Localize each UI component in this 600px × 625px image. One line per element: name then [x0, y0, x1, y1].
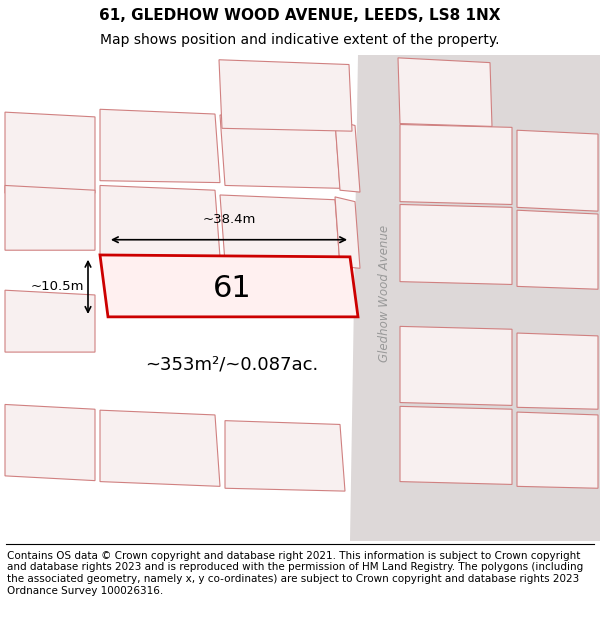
Polygon shape — [225, 421, 345, 491]
Polygon shape — [5, 112, 95, 193]
Polygon shape — [5, 290, 95, 352]
Polygon shape — [400, 406, 512, 484]
Text: Contains OS data © Crown copyright and database right 2021. This information is : Contains OS data © Crown copyright and d… — [7, 551, 583, 596]
Polygon shape — [335, 197, 360, 268]
Polygon shape — [517, 130, 598, 211]
Polygon shape — [5, 186, 95, 250]
Polygon shape — [219, 60, 352, 131]
Polygon shape — [398, 58, 492, 126]
Polygon shape — [400, 124, 512, 204]
Polygon shape — [100, 255, 358, 317]
Polygon shape — [517, 210, 598, 289]
Text: ~353m²/~0.087ac.: ~353m²/~0.087ac. — [145, 356, 319, 374]
Polygon shape — [100, 186, 220, 257]
Text: Gledhow Wood Avenue: Gledhow Wood Avenue — [378, 224, 391, 362]
Polygon shape — [517, 333, 598, 409]
Polygon shape — [400, 204, 512, 284]
Text: 61, GLEDHOW WOOD AVENUE, LEEDS, LS8 1NX: 61, GLEDHOW WOOD AVENUE, LEEDS, LS8 1NX — [99, 8, 501, 23]
Text: 61: 61 — [212, 274, 251, 302]
Text: ~10.5m: ~10.5m — [31, 281, 84, 293]
Polygon shape — [400, 326, 512, 406]
Text: ~38.4m: ~38.4m — [202, 213, 256, 226]
Polygon shape — [100, 109, 220, 182]
Polygon shape — [517, 412, 598, 488]
Polygon shape — [100, 410, 220, 486]
Polygon shape — [5, 404, 95, 481]
Polygon shape — [350, 55, 600, 541]
Text: Map shows position and indicative extent of the property.: Map shows position and indicative extent… — [100, 32, 500, 47]
Polygon shape — [220, 115, 340, 188]
Polygon shape — [335, 121, 360, 192]
Polygon shape — [220, 195, 340, 266]
